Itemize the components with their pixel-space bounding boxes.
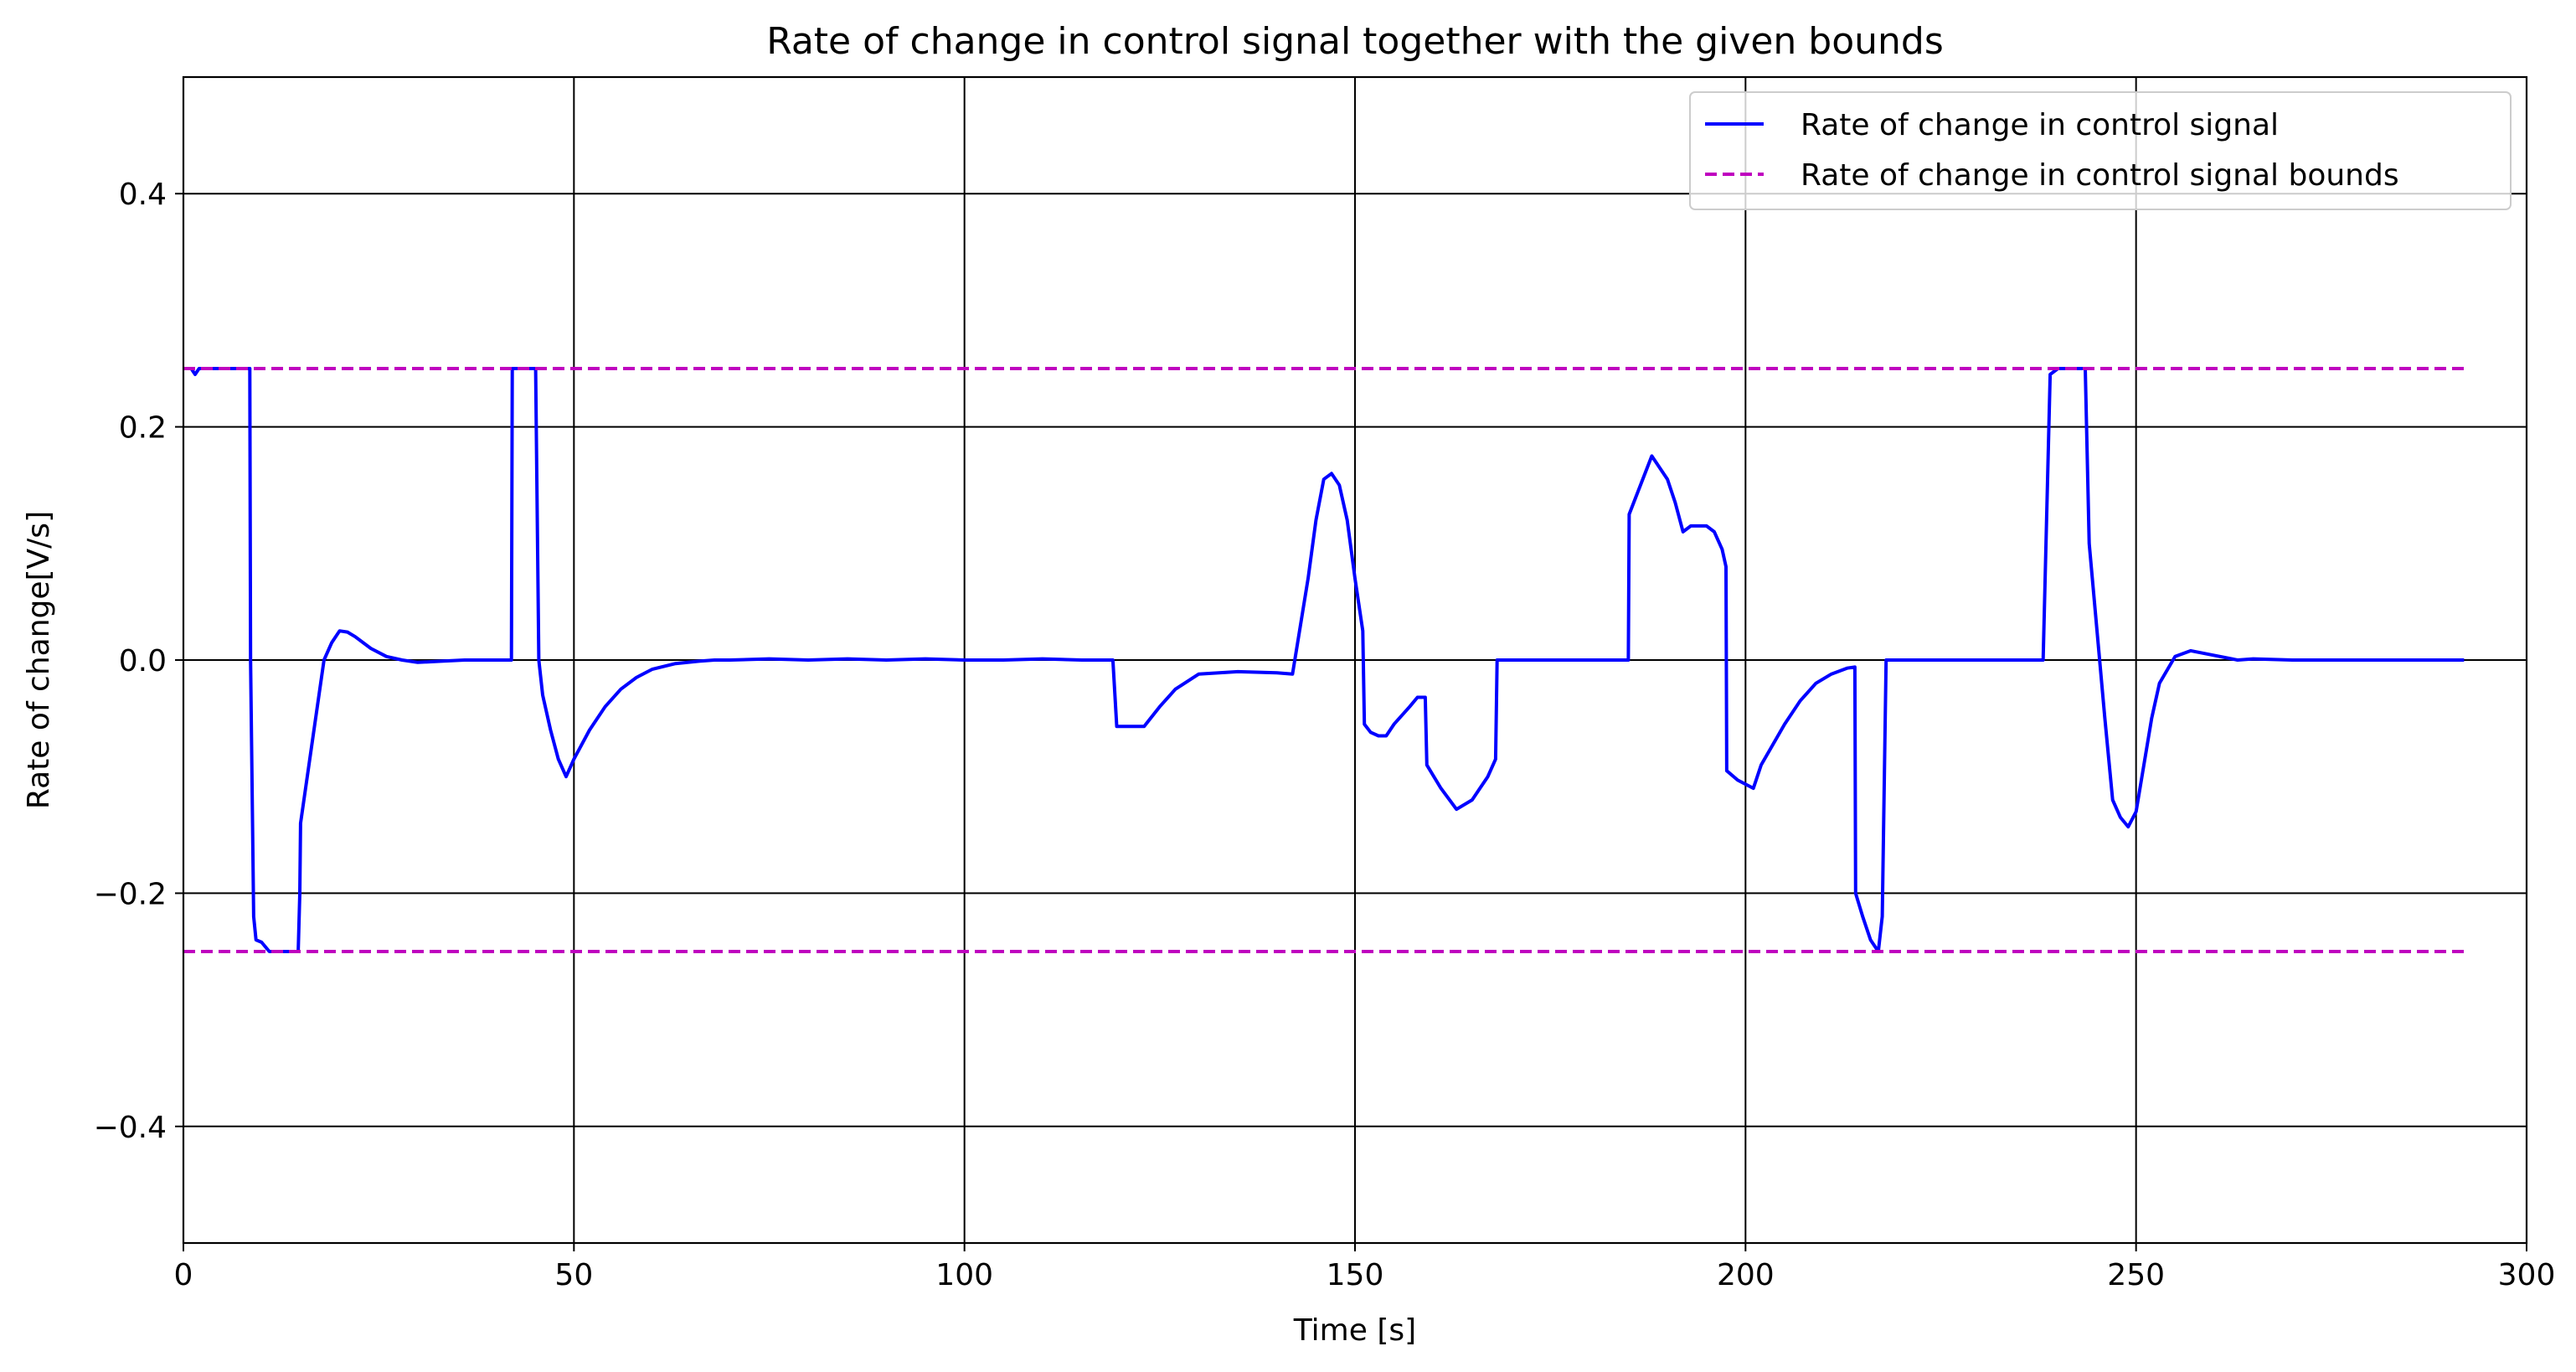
x-tick-label: 150 xyxy=(1327,1258,1384,1292)
x-tick-label: 300 xyxy=(2498,1258,2556,1292)
y-tick-label: −0.2 xyxy=(94,877,167,911)
y-tick-label: 0.4 xyxy=(119,178,167,212)
legend-box xyxy=(1689,91,2512,210)
tick-layer: 0 50 100 150 200 250 300 −0.4 −0.2 0.0 0.2 0.4 xyxy=(94,178,2556,1292)
y-axis-label: Rate of change[V/s] xyxy=(22,511,56,809)
y-tick-label: 0.2 xyxy=(119,411,167,446)
x-tick-label: 100 xyxy=(935,1258,993,1292)
chart-title: Rate of change in control signal togethe… xyxy=(766,20,1944,63)
x-tick-label: 250 xyxy=(2107,1258,2165,1292)
series-layer xyxy=(183,367,2465,953)
x-tick-label: 50 xyxy=(554,1258,593,1292)
x-tick-label: 200 xyxy=(1717,1258,1775,1292)
legend-label-control-signal: Rate of change in control signal xyxy=(1801,108,2279,142)
x-axis-label: Time [s] xyxy=(1293,1313,1416,1348)
legend-label-bounds: Rate of change in control signal bounds xyxy=(1801,158,2399,193)
y-tick-label: −0.4 xyxy=(94,1111,167,1145)
series-line-control-signal xyxy=(183,367,2465,953)
x-tick-label: 0 xyxy=(174,1258,193,1292)
legend: Rate of change in control signal Rate of… xyxy=(1689,91,2512,210)
y-tick-label: 0.0 xyxy=(119,644,167,678)
